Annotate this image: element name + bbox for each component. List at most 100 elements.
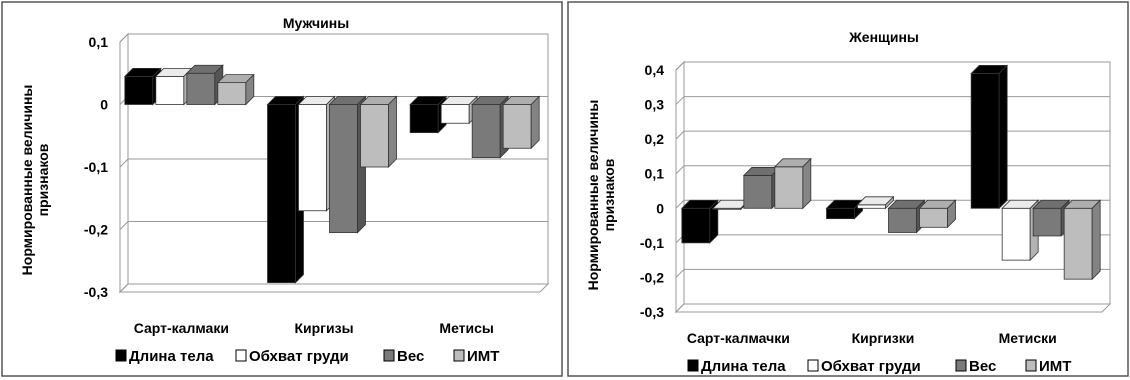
- bar: [825, 199, 864, 220]
- gridline: [675, 303, 1110, 313]
- bar: [970, 64, 1009, 210]
- bar-front: [409, 104, 439, 134]
- gridline: [675, 130, 1110, 140]
- legend-swatch: [955, 359, 967, 372]
- legend-swatch: [687, 359, 699, 372]
- y-tick-label: -0,2: [84, 222, 108, 238]
- bar-front: [919, 207, 948, 228]
- bar-side: [530, 95, 540, 150]
- bar-front: [360, 104, 389, 168]
- bar-front: [267, 104, 296, 284]
- y-tick-label: 0,2: [645, 131, 665, 147]
- bar-side: [947, 199, 956, 229]
- y-tick-label: -0,1: [640, 235, 664, 251]
- bar-side: [885, 195, 894, 210]
- bar-side: [388, 95, 397, 168]
- bar: [742, 166, 781, 210]
- legend-label: ИМТ: [467, 348, 499, 365]
- bar-front: [774, 166, 804, 209]
- bar: [502, 95, 541, 150]
- y-tick-label: 0,1: [645, 166, 665, 182]
- bar-front: [298, 104, 327, 212]
- x-tick-label: Метисы: [439, 320, 493, 336]
- bar: [918, 199, 957, 229]
- chart-title: Женщины: [848, 29, 919, 45]
- legend-swatch: [235, 349, 247, 362]
- y-tick-label: -0,2: [640, 269, 664, 285]
- bar-front: [826, 207, 855, 220]
- y-axis-title: Нормированные величины: [19, 85, 35, 276]
- y-tick-label: -0,3: [640, 304, 664, 320]
- bar: [856, 195, 895, 210]
- bar: [216, 73, 255, 106]
- gridline: [675, 199, 1110, 209]
- bar: [887, 199, 926, 234]
- gridline: [119, 33, 548, 43]
- legend-label: Длина тела: [701, 358, 786, 375]
- bar-front: [1032, 207, 1062, 237]
- bar-front: [1063, 207, 1093, 280]
- bar: [359, 95, 398, 168]
- bar: [1063, 199, 1102, 281]
- gridline: [675, 96, 1110, 105]
- x-tick-label: Киргизы: [294, 320, 353, 336]
- floor: [674, 303, 1112, 313]
- bar: [328, 95, 367, 234]
- bar-front: [681, 207, 711, 244]
- floor: [118, 283, 550, 293]
- bar-side: [1091, 199, 1101, 281]
- legend-label: ИМТ: [1039, 358, 1071, 375]
- bar-front: [502, 104, 532, 149]
- bar-front: [155, 75, 185, 105]
- chart-title: Мужчины: [283, 15, 349, 31]
- y-tick-label: 0: [100, 97, 108, 113]
- legend-label: Обхват груди: [821, 358, 921, 375]
- legend-swatch: [383, 349, 395, 362]
- y-tick-label: 0,1: [89, 34, 109, 50]
- bar-front: [440, 104, 470, 124]
- bar-front: [471, 104, 501, 159]
- legend-swatch: [115, 349, 127, 362]
- gridline: [119, 283, 548, 293]
- x-tick-label: Метиски: [999, 330, 1057, 346]
- bar-front: [857, 204, 886, 209]
- bar-front: [1001, 207, 1031, 261]
- y-tick-label: -0,1: [84, 159, 108, 175]
- legend-label: Вес: [969, 358, 996, 375]
- bar-front: [186, 72, 216, 105]
- side-wall: [675, 60, 685, 314]
- x-tick-label: Сарт-калмаки: [134, 320, 229, 336]
- legend-swatch: [807, 359, 819, 372]
- bar: [1032, 199, 1071, 237]
- y-axis-title: признаков: [35, 143, 51, 216]
- y-tick-label: -0,3: [84, 284, 108, 300]
- chart-women: 0,4 0,3 0,2 0,1 0 -0,1 -0,2 -0,3 Женщины Нормиров…: [567, 1, 1129, 377]
- y-tick-label: 0,4: [645, 62, 665, 78]
- legend: Длина тела Обхват груди Вес ИМТ: [687, 358, 1071, 375]
- chart-men: 0,1 0 -0,1 -0,2 -0,3 Мужчины Нормированные вел…: [1, 1, 563, 377]
- gridline: [119, 158, 548, 168]
- bar-side: [802, 157, 812, 210]
- x-tick-label: Киргизки: [852, 330, 915, 346]
- legend-label: Обхват груди: [249, 348, 349, 365]
- x-tick-label: Сарт-калмачки: [687, 330, 790, 346]
- bar: [154, 67, 193, 106]
- bar: [773, 157, 812, 210]
- y-tick-label: 0,3: [645, 97, 665, 113]
- y-axis-title: Нормированные величины: [585, 100, 601, 291]
- bar-front: [970, 73, 1000, 209]
- gridline: [675, 61, 1110, 71]
- bar: [297, 95, 336, 212]
- legend-swatch: [1025, 359, 1037, 372]
- gridline: [675, 165, 1110, 175]
- bar: [409, 95, 448, 134]
- bar-front: [743, 175, 773, 209]
- bar: [1001, 199, 1040, 262]
- bar-side: [998, 64, 1008, 210]
- bar-front: [124, 75, 154, 105]
- legend: Длина тела Обхват груди Вес ИМТ: [115, 348, 499, 365]
- y-axis-title: признаков: [601, 158, 617, 231]
- bar-front: [888, 207, 917, 233]
- gridline: [675, 268, 1110, 278]
